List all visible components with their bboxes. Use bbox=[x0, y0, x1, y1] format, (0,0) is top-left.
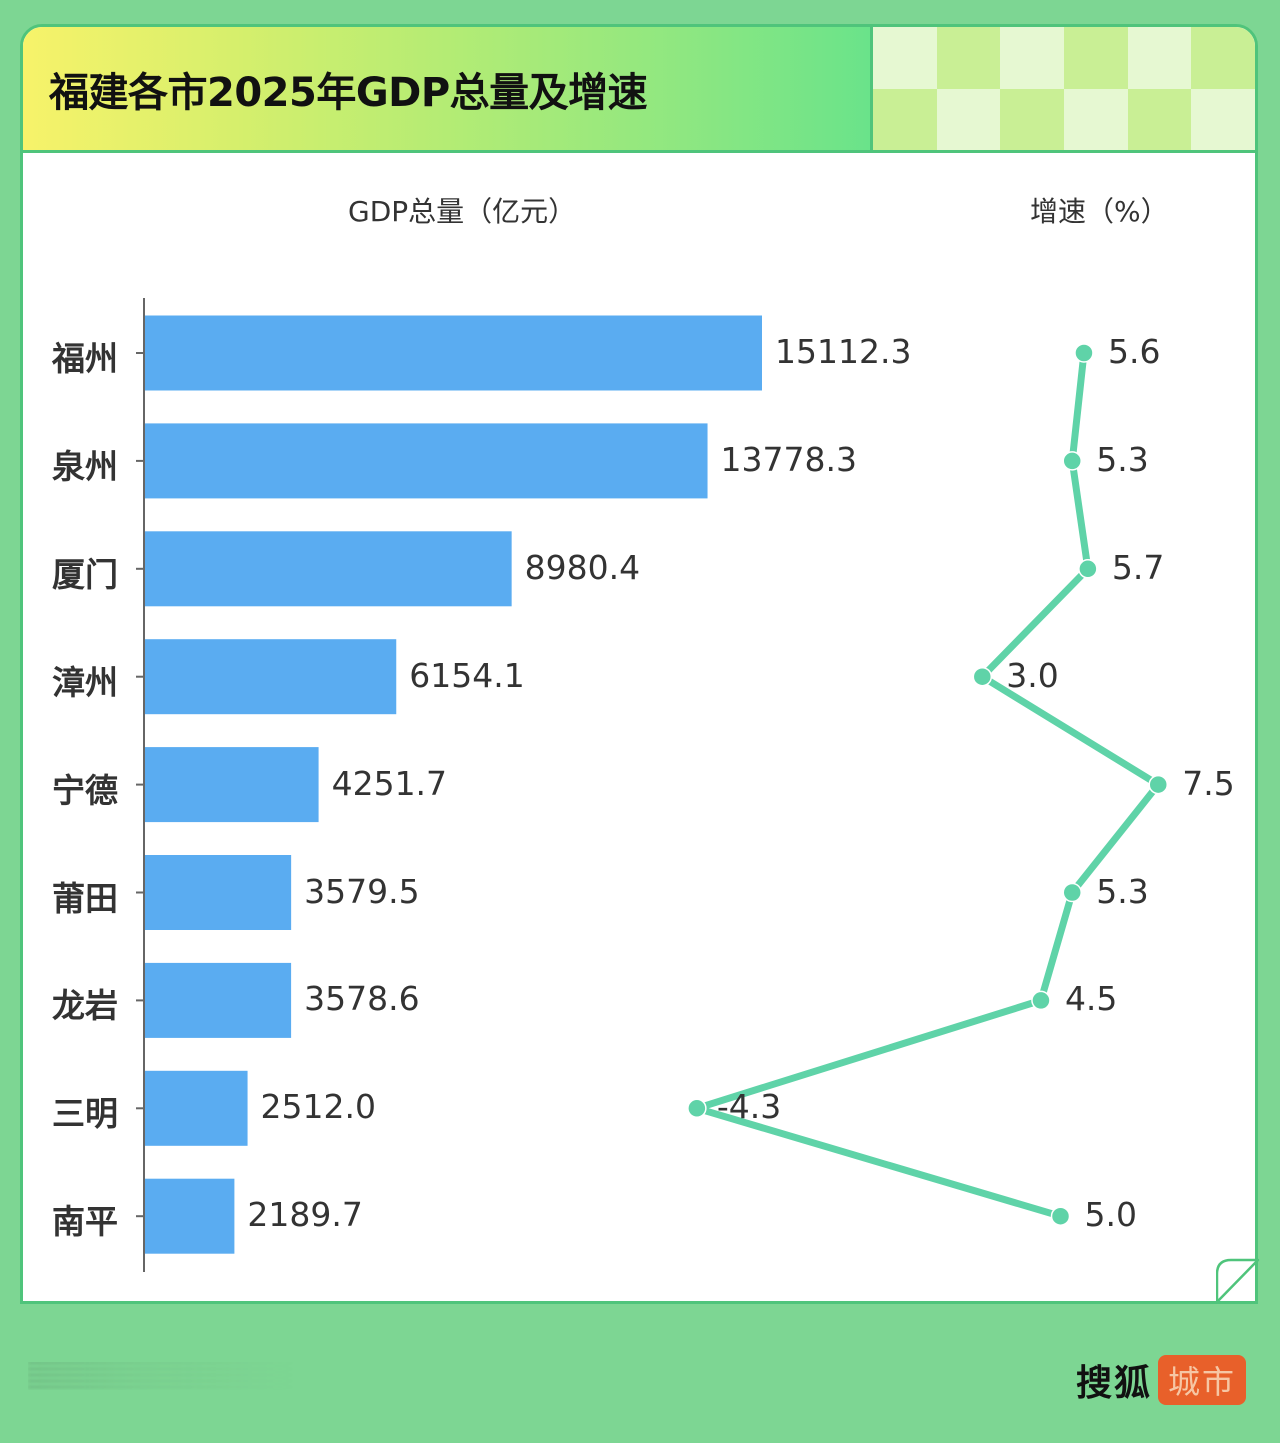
growth-value-label: -4.3 bbox=[716, 1087, 782, 1127]
gdp-value-label: 13778.3 bbox=[720, 439, 857, 479]
title-banner: 福建各市2025年GDP总量及增速 bbox=[23, 27, 873, 150]
growth-point bbox=[972, 666, 993, 687]
chart-title: 福建各市2025年GDP总量及增速 bbox=[49, 69, 648, 116]
growth-point bbox=[1031, 990, 1051, 1011]
gdp-bars bbox=[145, 315, 762, 1254]
gdp-value-label: 8980.4 bbox=[524, 547, 641, 587]
gdp-value-label: 3579.5 bbox=[304, 871, 420, 911]
growth-value-label: 4.5 bbox=[1064, 979, 1118, 1019]
gdp-bar bbox=[145, 315, 762, 391]
gdp-bar bbox=[145, 639, 397, 715]
gdp-value-label: 6154.1 bbox=[409, 655, 525, 695]
growth-value-label: 3.0 bbox=[1006, 655, 1059, 695]
page-fold-icon bbox=[1216, 1258, 1260, 1304]
city-label: 福州 bbox=[52, 339, 118, 378]
gdp-bar bbox=[145, 962, 292, 1038]
growth-value-label: 5.0 bbox=[1084, 1195, 1137, 1235]
growth-dots bbox=[687, 343, 1168, 1226]
city-label: 三明 bbox=[52, 1094, 118, 1134]
gdp-bar bbox=[145, 1178, 235, 1254]
city-label: 莆田 bbox=[52, 878, 118, 918]
chart-header: 福建各市2025年GDP总量及增速 bbox=[23, 27, 1255, 153]
gdp-column-label: GDP总量（亿元） bbox=[348, 195, 577, 228]
growth-value-label: 7.5 bbox=[1182, 763, 1235, 803]
checker-decoration bbox=[873, 27, 1255, 150]
growth-point bbox=[1062, 451, 1082, 471]
growth-point bbox=[1078, 559, 1098, 579]
gdp-bar bbox=[145, 423, 708, 499]
growth-value-label: 5.7 bbox=[1111, 547, 1165, 587]
growth-value-label: 5.3 bbox=[1096, 871, 1149, 911]
gdp-value-label: 4251.7 bbox=[331, 763, 448, 803]
growth-point bbox=[687, 1098, 707, 1119]
gdp-bar bbox=[145, 747, 319, 823]
growth-point bbox=[1148, 774, 1168, 795]
city-label: 厦门 bbox=[52, 554, 118, 594]
growth-point bbox=[1050, 1206, 1071, 1226]
growth-value-label: 5.6 bbox=[1107, 332, 1161, 371]
city-label: 南平 bbox=[52, 1202, 118, 1242]
gdp-bar bbox=[145, 531, 512, 607]
gdp-value-label: 3578.6 bbox=[304, 979, 420, 1019]
growth-column-label: 增速（%） bbox=[1030, 195, 1169, 228]
blurred-source-text bbox=[28, 1362, 298, 1390]
gdp-bar bbox=[145, 1070, 248, 1146]
growth-point bbox=[1062, 882, 1082, 903]
brand-badge: 城市 bbox=[1158, 1355, 1247, 1405]
gdp-value-label: 15112.3 bbox=[775, 332, 912, 371]
growth-point bbox=[1074, 343, 1094, 363]
city-label: 龙岩 bbox=[52, 986, 118, 1026]
growth-value-label: 5.3 bbox=[1096, 439, 1149, 479]
gdp-value-label: 2189.7 bbox=[247, 1195, 363, 1235]
gdp-value-label: 2512.0 bbox=[260, 1087, 377, 1127]
city-label: 漳州 bbox=[52, 662, 118, 702]
gdp-bar bbox=[145, 855, 292, 930]
city-label: 泉州 bbox=[52, 446, 118, 486]
brand-logo: 搜狐 城市 bbox=[1076, 1354, 1247, 1406]
y-axis-ticks bbox=[136, 352, 144, 1218]
city-label: 宁德 bbox=[52, 770, 118, 810]
brand-name: 搜狐 bbox=[1076, 1362, 1153, 1404]
